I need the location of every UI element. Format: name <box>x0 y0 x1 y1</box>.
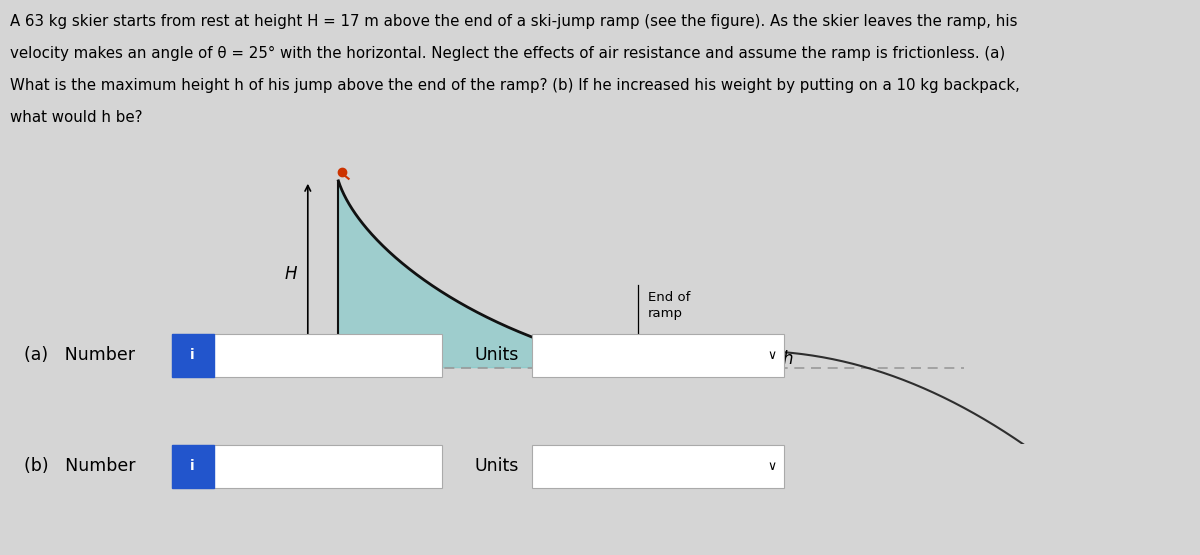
FancyBboxPatch shape <box>532 445 784 488</box>
Text: velocity makes an angle of θ = 25° with the horizontal. Neglect the effects of a: velocity makes an angle of θ = 25° with … <box>10 46 1004 61</box>
FancyBboxPatch shape <box>532 334 784 377</box>
Text: What is the maximum height h of his jump above the end of the ramp? (b) If he in: What is the maximum height h of his jump… <box>10 78 1020 93</box>
Text: i: i <box>191 348 194 362</box>
Text: h: h <box>782 350 793 369</box>
Text: what would h be?: what would h be? <box>10 110 142 125</box>
Text: (a)   Number: (a) Number <box>24 346 134 364</box>
Text: End of
ramp: End of ramp <box>648 291 690 320</box>
Polygon shape <box>338 181 637 367</box>
Text: (b)   Number: (b) Number <box>24 457 136 475</box>
FancyBboxPatch shape <box>172 334 214 377</box>
Text: θ: θ <box>677 352 685 367</box>
Text: Units: Units <box>474 457 518 475</box>
Text: ∨: ∨ <box>767 460 776 473</box>
Text: Units: Units <box>474 346 518 364</box>
Text: i: i <box>191 459 194 473</box>
FancyBboxPatch shape <box>172 445 442 488</box>
Text: A 63 kg skier starts from rest at height H = 17 m above the end of a ski-jump ra: A 63 kg skier starts from rest at height… <box>10 14 1018 29</box>
Text: H: H <box>284 265 298 283</box>
FancyBboxPatch shape <box>172 445 214 488</box>
Text: ∨: ∨ <box>767 349 776 362</box>
FancyBboxPatch shape <box>172 334 442 377</box>
